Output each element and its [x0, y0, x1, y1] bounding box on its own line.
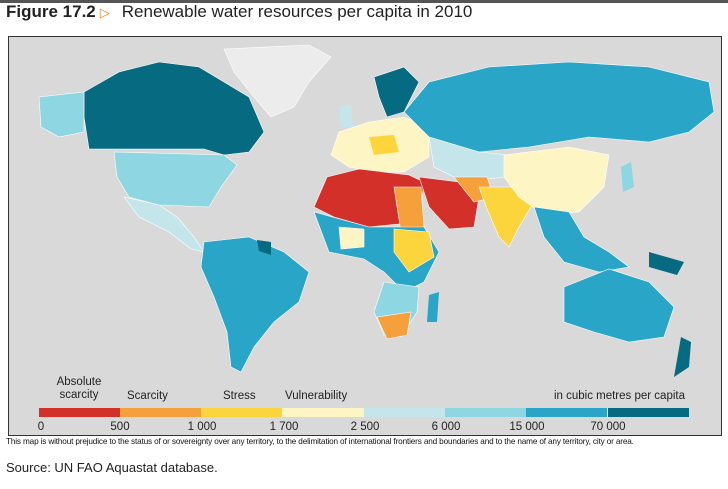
figure-title: Figure 17.2 ▷ Renewable water resources pe… — [6, 2, 472, 22]
legend-category-vulnerability: Vulnerability — [285, 390, 348, 402]
region-papua — [649, 252, 684, 275]
region-canada — [83, 61, 265, 156]
legend-unit: in cubic metres per capita — [553, 390, 685, 402]
legend-swatch-2 — [201, 408, 283, 417]
legend-tick: 6 000 — [431, 421, 461, 433]
legend-swatch-4 — [363, 408, 445, 417]
region-usa — [113, 151, 238, 208]
region-south-africa — [376, 311, 412, 340]
region-china — [503, 146, 610, 216]
legend-swatch-1 — [120, 408, 202, 417]
region-sahel — [393, 228, 435, 273]
legend-color-bar — [39, 408, 689, 417]
legend-category-stress: Stress — [223, 390, 256, 402]
legend-tick: 500 — [110, 421, 130, 433]
region-central-europe — [369, 135, 399, 155]
figure-label: Figure 17.2 — [6, 2, 96, 21]
legend-tick: 1 700 — [269, 421, 299, 433]
legend-category-scarcity: Scarcity — [127, 390, 168, 402]
legend-swatch-0 — [39, 408, 121, 417]
region-new-zealand — [674, 337, 691, 377]
legend-swatch-3 — [282, 408, 364, 417]
triangle-right-icon: ▷ — [99, 5, 110, 20]
region-guyana — [257, 240, 271, 255]
region-madagascar — [427, 292, 439, 322]
legend-tick: 2 500 — [350, 421, 380, 433]
disclaimer: This map is without prejudice to the sta… — [6, 437, 634, 446]
region-australia — [563, 268, 675, 343]
map-frame: Absolute scarcity Scarcity Stress Vulner… — [8, 36, 722, 436]
source-note: Source: UN FAO Aquastat database. — [6, 460, 218, 475]
legend-category-absolute-scarcity: Absolute scarcity — [56, 376, 102, 401]
region-west-africa — [338, 226, 365, 250]
region-russia — [403, 61, 715, 153]
region-southeast-asia — [533, 206, 630, 273]
legend-swatch-5 — [444, 408, 526, 417]
legend-tick: 70 000 — [590, 421, 626, 433]
top-rule — [0, 0, 728, 3]
legend-swatch-6 — [525, 408, 608, 417]
region-uk — [339, 105, 353, 127]
world-map — [38, 44, 715, 377]
legend-tick: 1 000 — [187, 421, 217, 433]
legend-swatch-7 — [607, 408, 689, 417]
legend-tick: 15 000 — [509, 421, 545, 433]
legend-tick: 0 — [37, 421, 45, 433]
region-egypt-sudan — [393, 186, 425, 233]
region-south-america — [200, 236, 310, 373]
region-alaska — [38, 91, 85, 138]
region-japan — [621, 162, 634, 192]
region-greenland — [223, 44, 332, 118]
title-text: Renewable water resources per capita in … — [121, 2, 473, 21]
